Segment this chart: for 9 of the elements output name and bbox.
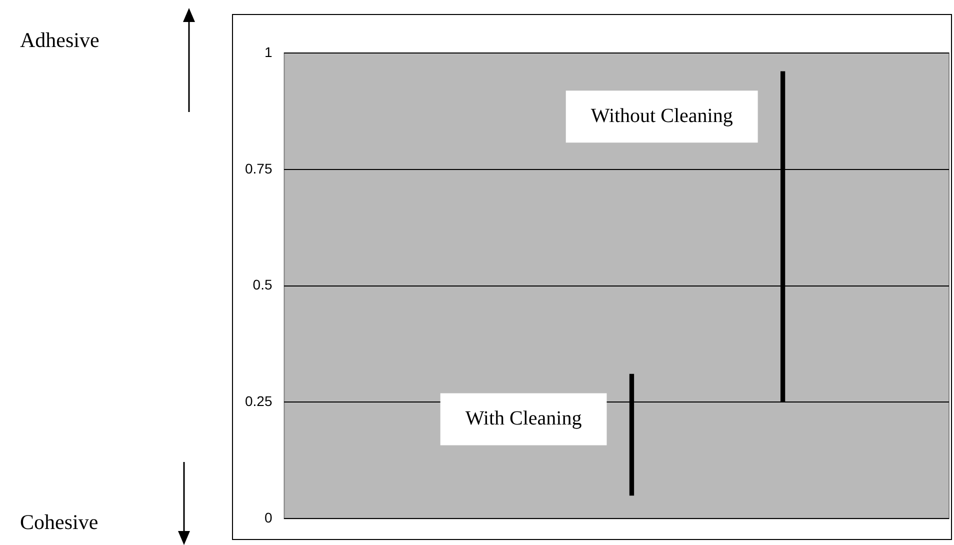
y-tick-label: 0.75 [245,160,272,176]
text: Without Cleaning [590,104,733,127]
text: Cohesive [20,510,98,535]
y-tick-label: 1 [264,44,272,60]
text: With Cleaning [465,408,582,430]
y-tick-label: 0 [264,509,272,526]
text: Adhesive [20,28,100,53]
y-tick-label: 0.5 [252,276,272,293]
y-tick-label: 0.25 [245,393,272,410]
